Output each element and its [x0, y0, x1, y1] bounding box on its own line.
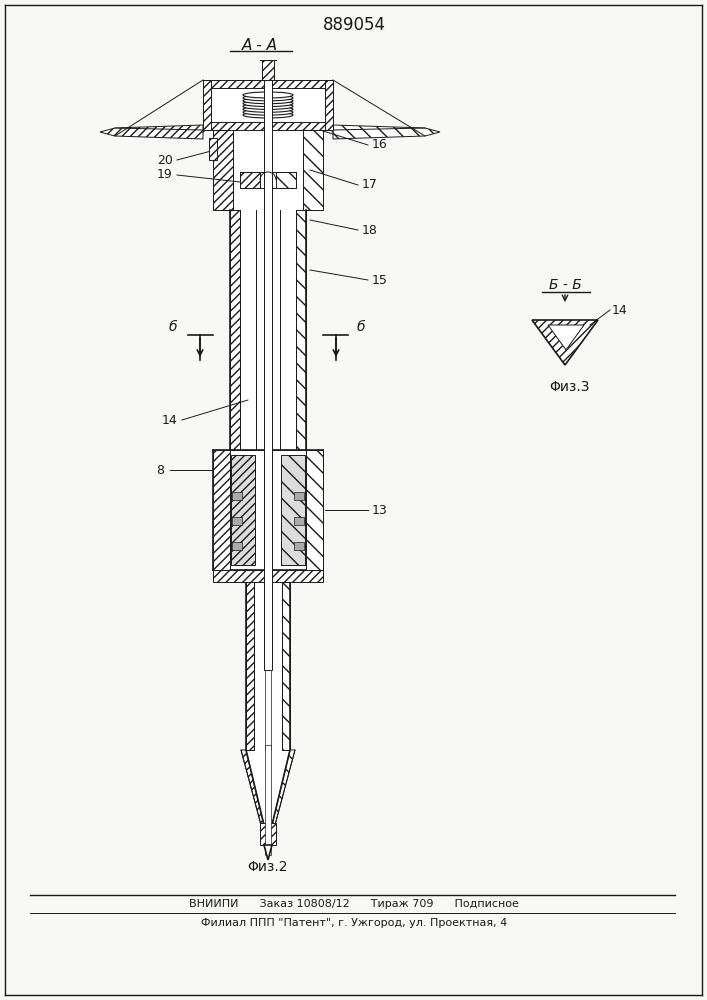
Text: Φиз.2: Φиз.2 — [247, 860, 288, 874]
Polygon shape — [303, 130, 323, 210]
Ellipse shape — [243, 109, 293, 115]
Bar — [240, 210, 296, 470]
Polygon shape — [231, 455, 255, 565]
Bar — [306, 450, 323, 570]
Polygon shape — [246, 750, 290, 825]
Text: Φиз.3: Φиз.3 — [550, 380, 590, 394]
Bar — [230, 450, 306, 570]
Bar — [265, 570, 271, 750]
Polygon shape — [548, 325, 584, 350]
Bar — [294, 542, 304, 550]
Bar — [230, 210, 240, 470]
Text: 15: 15 — [372, 273, 388, 286]
Text: 17: 17 — [362, 178, 378, 192]
Ellipse shape — [243, 101, 293, 107]
Bar — [213, 450, 230, 570]
Bar — [264, 80, 272, 670]
Text: ВНИИПИ      Заказ 10808/12      Тираж 709      Подписное: ВНИИПИ Заказ 10808/12 Тираж 709 Подписно… — [189, 899, 519, 909]
Ellipse shape — [243, 95, 293, 101]
Polygon shape — [241, 750, 264, 825]
Polygon shape — [333, 125, 440, 139]
Ellipse shape — [243, 112, 293, 118]
Text: 18: 18 — [362, 224, 378, 236]
Bar — [203, 80, 211, 130]
Polygon shape — [213, 130, 233, 210]
Text: 8: 8 — [156, 464, 164, 477]
Bar — [260, 823, 276, 845]
Bar — [209, 138, 217, 160]
Bar — [325, 80, 333, 130]
Bar — [203, 80, 333, 88]
Polygon shape — [281, 455, 305, 565]
Bar — [282, 570, 290, 750]
Bar — [265, 745, 271, 855]
Bar — [294, 492, 304, 500]
Text: 14: 14 — [162, 414, 178, 426]
Polygon shape — [272, 750, 295, 825]
Bar — [262, 60, 274, 80]
Bar — [211, 88, 325, 122]
Text: 13: 13 — [372, 504, 388, 516]
Text: А - А: А - А — [242, 37, 278, 52]
Bar — [213, 570, 323, 582]
Text: 16: 16 — [372, 138, 388, 151]
Bar — [233, 130, 303, 210]
Bar — [254, 570, 282, 750]
Bar — [296, 210, 306, 470]
Text: Б - Б: Б - Б — [549, 278, 581, 292]
Text: 14: 14 — [612, 304, 628, 316]
Text: 889054: 889054 — [322, 16, 385, 34]
Bar — [240, 172, 260, 188]
Bar — [203, 122, 333, 130]
Polygon shape — [532, 320, 598, 365]
Bar — [276, 172, 296, 188]
Bar — [232, 517, 242, 525]
Bar — [256, 210, 280, 470]
Text: б: б — [169, 320, 177, 334]
Bar — [232, 492, 242, 500]
Text: б: б — [357, 320, 366, 334]
Polygon shape — [264, 845, 272, 860]
Text: 20: 20 — [157, 153, 173, 166]
Ellipse shape — [243, 103, 293, 109]
Ellipse shape — [243, 106, 293, 112]
Bar — [232, 542, 242, 550]
Ellipse shape — [243, 98, 293, 104]
Bar — [246, 570, 254, 750]
Text: Филиал ППП "Патент", г. Ужгород, ул. Проектная, 4: Филиал ППП "Патент", г. Ужгород, ул. Про… — [201, 918, 507, 928]
Text: 19: 19 — [157, 168, 173, 182]
Polygon shape — [100, 125, 203, 139]
Ellipse shape — [243, 92, 293, 98]
Bar — [294, 517, 304, 525]
